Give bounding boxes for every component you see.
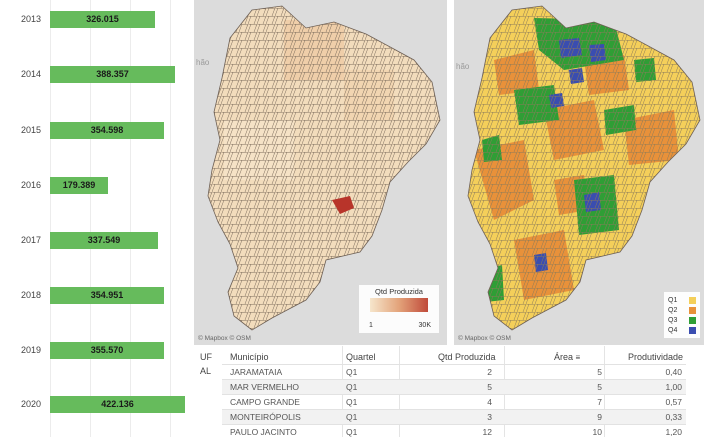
year-label: 2020 [21,399,42,409]
year-label: 2013 [21,14,42,24]
bar-2017[interactable]: 337.549 [50,232,158,249]
quartel-cell: Q1 [346,427,358,437]
year-label: 2017 [21,235,42,245]
map-place-label: hão [196,58,210,67]
produtividade-cell: 1,20 [665,427,682,437]
qtd-cell: 12 [482,427,492,437]
year-label: 2018 [21,290,42,300]
area-cell: 9 [597,412,602,422]
quartel-cell: Q1 [346,367,358,377]
production-by-year-chart: 2013 326.015 2014 388.357 2015 354.598 2016 179… [0,0,188,437]
produtividade-cell: 0,33 [665,412,682,422]
header-municipio[interactable]: Município [230,352,269,362]
quartile-label: Q1 [668,296,678,304]
quartile-legend: Q1 Q2 Q3 Q4 [664,292,700,338]
bar-value-label: 179.389 [62,180,96,190]
municipality-table: UF Município Quartel Qtd Produzida Área … [194,346,704,437]
produtividade-cell: 1,00 [665,382,682,392]
header-area-label: Área [554,352,574,362]
produtividade-cell: 0,57 [665,397,682,407]
bar-value-label: 388.357 [96,69,129,79]
table-row[interactable]: PAULO JACINTO Q1 12 10 1,20 [222,424,686,437]
production-legend: Qtd Produzida 1 30K [359,285,439,333]
qtd-cell: 3 [487,412,492,422]
quartile-label: Q4 [668,326,678,334]
bar-2018[interactable]: 354.951 [50,287,164,304]
produtividade-cell: 0,40 [665,367,682,377]
quartile-legend-item[interactable]: Q4 [664,325,700,335]
table-row[interactable]: JARAMATAIA Q1 2 5 0,40 [222,364,686,379]
bar-2019[interactable]: 355.570 [50,342,164,359]
year-label: 2014 [21,69,42,79]
quartile-swatch [689,296,696,304]
quartile-swatch [689,326,696,334]
quartile-legend-item[interactable]: Q2 [664,305,700,315]
quartel-cell: Q1 [346,412,358,422]
bar-value-label: 355.570 [90,345,124,355]
bar-2020[interactable]: 422.136 [50,396,185,413]
area-cell: 5 [597,382,602,392]
legend-gradient [370,298,428,312]
quartile-map-canvas[interactable] [454,0,704,345]
bar-value-label: 422.136 [101,399,134,409]
map-attribution: © Mapbox © OSM [458,335,511,342]
production-map[interactable]: hão © Mapbox © OSM Qtd Produzida 1 30K [194,0,447,345]
quartel-cell: Q1 [346,382,358,392]
year-label: 2016 [21,180,42,190]
header-produtividade[interactable]: Produtividade [628,352,684,362]
gridline [130,0,131,437]
municipio-cell: CAMPO GRANDE [230,397,300,407]
quartel-cell: Q1 [346,397,358,407]
production-map-canvas[interactable] [194,0,447,345]
uf-value: AL [200,366,212,376]
map-attribution: © Mapbox © OSM [198,335,251,342]
bar-value-label: 326.015 [86,14,119,24]
gridline [50,0,51,437]
quartile-legend-item[interactable]: Q1 [664,295,700,305]
header-qtd-produzida[interactable]: Qtd Produzida [438,352,496,362]
table-row[interactable]: MONTEIRÓPOLIS Q1 3 9 0,33 [222,409,686,424]
header-area[interactable]: Área ≡ [554,352,580,362]
bar-value-label: 354.951 [90,290,124,300]
area-cell: 5 [597,367,602,377]
year-label: 2015 [21,125,42,135]
bar-2013[interactable]: 326.015 [50,11,155,28]
sort-icon[interactable]: ≡ [575,353,581,362]
year-label: 2019 [21,345,42,355]
table-row[interactable]: MAR VERMELHO Q1 5 5 1,00 [222,379,686,394]
qtd-cell: 4 [487,397,492,407]
municipio-cell: MONTEIRÓPOLIS [230,412,301,422]
qtd-cell: 2 [487,367,492,377]
bar-2015[interactable]: 354.598 [50,122,164,139]
area-cell: 10 [592,427,602,437]
quartile-swatch [689,316,696,324]
quartile-label: Q2 [668,306,678,314]
bar-2014[interactable]: 388.357 [50,66,175,83]
bar-value-label: 337.549 [87,235,121,245]
municipio-cell: JARAMATAIA [230,367,283,377]
legend-title: Qtd Produzida [375,287,423,296]
gridline [170,0,171,437]
quartile-legend-item[interactable]: Q3 [664,315,700,325]
header-quartel[interactable]: Quartel [346,352,376,362]
legend-min: 1 [369,322,373,329]
qtd-cell: 5 [487,382,492,392]
bar-value-label: 354.598 [90,125,124,135]
map-place-label: hão [456,62,470,71]
quartile-swatch [689,306,696,314]
gridline [90,0,91,437]
area-cell: 7 [597,397,602,407]
bar-2016[interactable]: 179.389 [50,177,108,194]
municipio-cell: PAULO JACINTO [230,427,297,437]
header-uf[interactable]: UF [200,352,212,362]
quartile-label: Q3 [668,316,678,324]
legend-max: 30K [418,322,431,329]
table-row[interactable]: CAMPO GRANDE Q1 4 7 0,57 [222,394,686,409]
municipio-cell: MAR VERMELHO [230,382,299,392]
quartile-map[interactable]: hão © Mapbox © OSM Q1 Q2 Q3 Q4 [454,0,704,345]
